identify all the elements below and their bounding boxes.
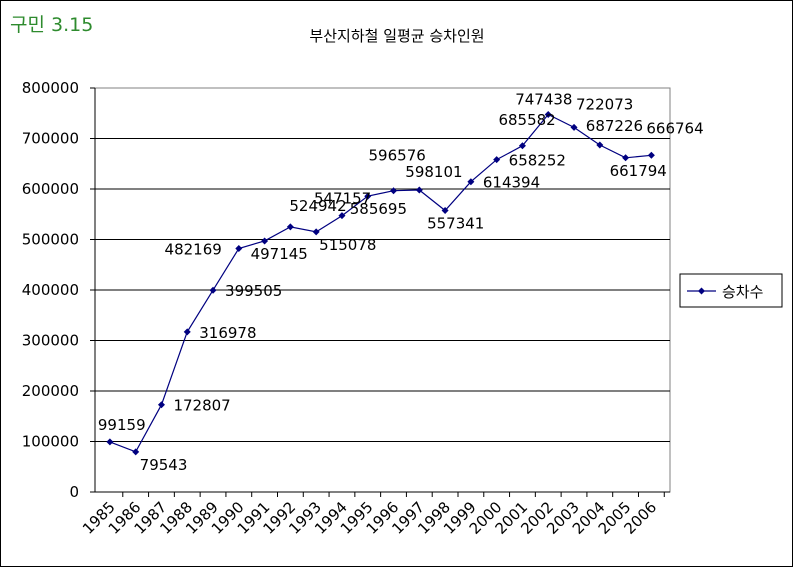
legend: 승차수 <box>679 273 783 308</box>
data-point <box>596 141 604 149</box>
figure-label: 구민 3.15 <box>10 14 94 36</box>
data-labels: 99159 79543 172807 316978 399505 482169 497145… <box>98 91 704 474</box>
data-point <box>338 212 346 220</box>
data-label: 79543 <box>140 456 188 474</box>
series-line <box>106 111 655 456</box>
data-label: 524942 <box>289 197 346 215</box>
data-point <box>132 448 140 456</box>
y-tick-label: 200000 <box>22 382 79 400</box>
gridlines <box>95 138 670 442</box>
data-label: 399505 <box>225 282 282 300</box>
data-label: 687226 <box>586 117 643 135</box>
data-point <box>493 156 501 164</box>
data-point <box>441 207 449 215</box>
data-label: 482169 <box>165 241 222 259</box>
data-point <box>183 328 191 336</box>
data-label: 722073 <box>576 95 633 113</box>
data-point <box>647 151 655 159</box>
data-point <box>364 192 372 200</box>
y-tick-label: 600000 <box>22 180 79 198</box>
data-point <box>544 111 552 119</box>
data-label: 316978 <box>199 324 256 342</box>
data-point <box>415 186 423 194</box>
data-label: 666764 <box>646 119 703 137</box>
data-label: 658252 <box>509 152 566 170</box>
data-label: 557341 <box>427 215 484 233</box>
data-label: 585695 <box>350 200 407 218</box>
x-axis: 1985198619871988198919901991199219931994… <box>79 491 670 538</box>
data-label: 99159 <box>98 416 146 434</box>
y-tick-label: 400000 <box>22 281 79 299</box>
data-label: 497145 <box>251 245 308 263</box>
data-point <box>518 142 526 150</box>
y-tick-label: 0 <box>69 483 79 501</box>
legend-entry: 승차수 <box>722 283 763 301</box>
data-point <box>157 401 165 409</box>
y-tick-label: 800000 <box>22 79 79 97</box>
data-point <box>235 245 243 253</box>
data-label: 598101 <box>405 163 462 181</box>
data-point <box>209 286 217 294</box>
y-tick-label: 700000 <box>22 130 79 148</box>
y-axis: 0 100000 200000 300000 400000 500000 600000 700… <box>22 79 96 501</box>
data-point <box>286 223 294 231</box>
data-label: 515078 <box>319 236 376 254</box>
data-label: 172807 <box>173 397 230 415</box>
data-point <box>106 438 114 446</box>
data-label: 614394 <box>483 174 540 192</box>
data-point <box>261 237 269 245</box>
chart-title: 부산지하철 일평균 승차인원 <box>309 27 484 45</box>
y-tick-label: 100000 <box>22 433 79 451</box>
data-point <box>622 154 630 162</box>
data-point <box>467 178 475 186</box>
legend-marker <box>698 287 705 295</box>
data-point <box>390 187 398 195</box>
data-label: 547157 <box>314 190 371 208</box>
data-point <box>312 228 320 236</box>
y-tick-label: 500000 <box>22 231 79 249</box>
series-path <box>109 113 652 453</box>
data-label: 661794 <box>610 162 667 180</box>
data-label: 596576 <box>369 147 426 165</box>
data-label: 685582 <box>498 111 555 129</box>
data-point <box>570 123 578 131</box>
data-label: 747438 <box>515 91 572 109</box>
y-tick-label: 300000 <box>22 332 79 350</box>
